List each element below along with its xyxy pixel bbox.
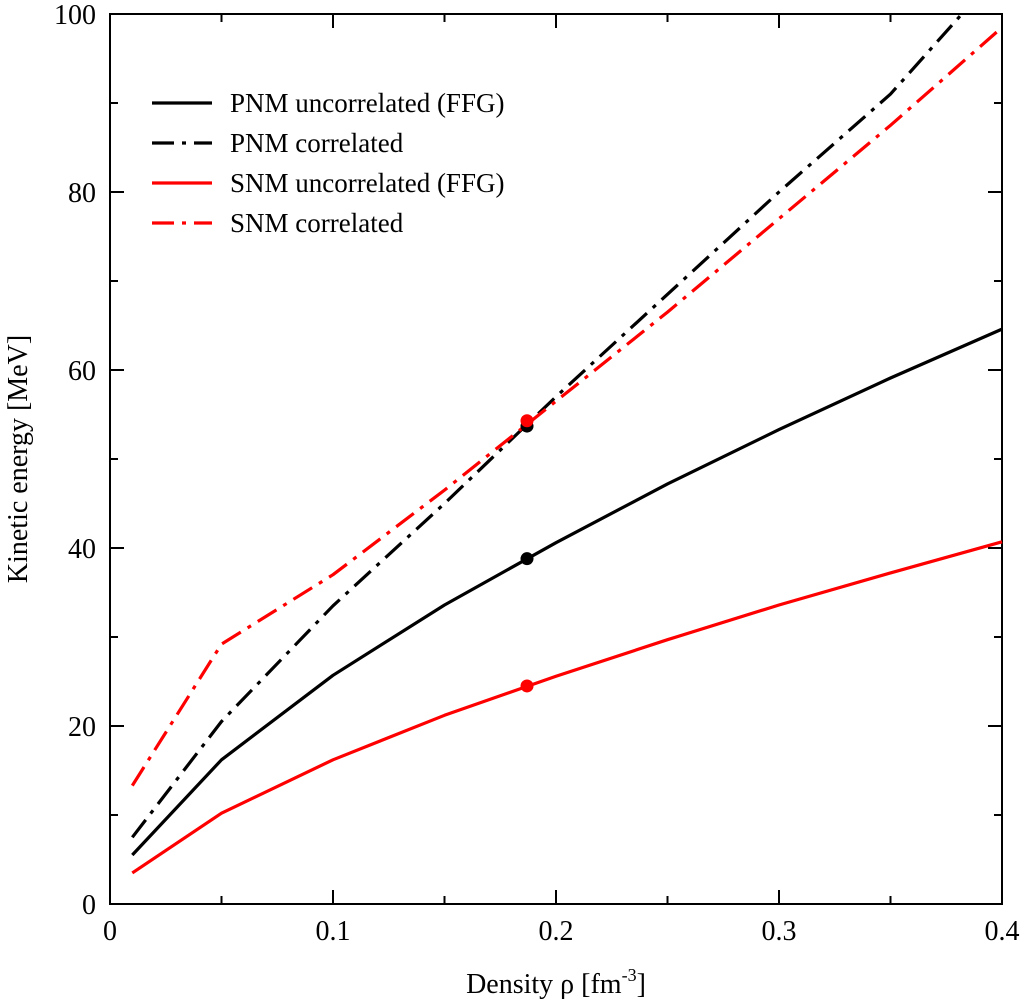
x-axis-label-sup: -3 [622,965,637,985]
series-line-pnm-correlated [131,12,964,839]
x-tick-label: 0 [103,916,117,947]
legend-label: PNM uncorrelated (FFG) [230,88,504,118]
y-tick-label: 80 [68,178,96,209]
y-tick-label: 40 [68,534,96,565]
legend-label: SNM correlated [230,208,404,238]
y-tick-label: 60 [68,356,96,387]
legend-label: SNM uncorrelated (FFG) [230,168,504,198]
legend-label: PNM correlated [230,128,404,158]
marker-layer [520,414,534,693]
data-point-snm-uncorrelated-ffg [520,679,534,693]
x-axis-label-end: ] [637,969,646,1000]
y-tick-label: 0 [82,890,96,921]
x-tick-label: 0.3 [762,916,797,947]
legend: PNM uncorrelated (FFG) PNM correlated SNM … [152,88,504,238]
series-line-pnm-uncorrelated-ffg [131,327,1003,857]
x-axis-label-main: Density ρ [fm [466,969,622,1000]
data-point-pnm-uncorrelated-ffg [520,552,534,566]
series-line-snm-uncorrelated-ffg [131,540,1003,875]
series-line-snm-correlated [130,26,1004,787]
data-point-snm-correlated [520,414,534,428]
y-tick-label: 100 [54,0,96,31]
series-layer [130,12,1004,875]
x-tick-label: 0.4 [985,916,1020,947]
axis-ticks: 0 0.1 0.2 0.3 0.4 0 20 40 60 80 100 [54,0,1020,947]
x-tick-label: 0.1 [316,916,351,947]
y-axis-label: Kinetic energy [MeV] [3,335,34,583]
x-tick-label: 0.2 [539,916,574,947]
y-tick-label: 20 [68,712,96,743]
x-axis-label: Density ρ [fm-3] [466,965,646,1000]
